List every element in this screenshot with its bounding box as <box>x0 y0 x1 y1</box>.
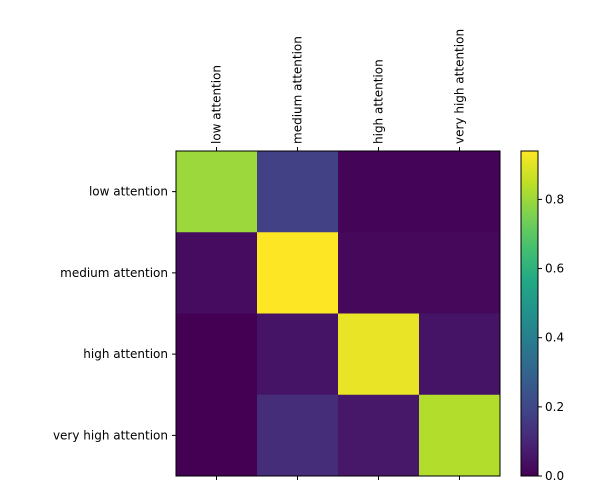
y-tick-label: low attention <box>89 185 168 199</box>
x-tick-label: high attention <box>372 59 386 144</box>
x-tick-label: medium attention <box>291 36 305 144</box>
colorbar-tick-label: 0.6 <box>545 262 564 276</box>
y-tick-label: medium attention <box>60 266 168 280</box>
heatmap-cell <box>176 232 258 314</box>
heatmap-cell <box>338 394 420 477</box>
colorbar-tick-label: 0.8 <box>545 192 564 206</box>
plot-frame <box>175 150 501 477</box>
heatmap-cell <box>257 151 339 233</box>
colorbar-tick-label: 0.4 <box>545 331 564 345</box>
heatmap-cell <box>176 151 258 233</box>
colorbar-gradient <box>521 151 538 476</box>
heatmap-cell <box>338 232 420 314</box>
heatmap-cell <box>257 313 339 396</box>
x-tick-label: very high attention <box>453 29 467 144</box>
colorbar-tick-label: 0.2 <box>545 400 564 414</box>
heatmap-cell <box>419 151 501 233</box>
colorbar-frame <box>520 150 539 477</box>
heatmap-cell <box>419 232 501 314</box>
heatmap-cell <box>338 313 420 396</box>
colorbar: 0.0 0.2 0.4 0.6 0.8 <box>520 150 564 483</box>
x-tick-label: low attention <box>210 65 224 144</box>
heatmap-cell <box>257 394 339 477</box>
heatmap-cells <box>176 151 501 477</box>
colorbar-tick-label: 0.0 <box>545 469 564 483</box>
heatmap-cell <box>176 394 258 477</box>
heatmap-cell <box>257 232 339 314</box>
y-tick-label: very high attention <box>53 428 168 442</box>
heatmap-cell <box>338 151 420 233</box>
x-axis-ticks: low attention medium attention high attent… <box>210 29 467 480</box>
heatmap-cell <box>419 394 501 477</box>
y-tick-label: high attention <box>83 347 168 361</box>
y-axis-ticks: low attention medium attention high attent… <box>53 185 176 442</box>
colorbar-ticks: 0.0 0.2 0.4 0.6 0.8 <box>538 192 564 483</box>
heatmap-cell <box>419 313 501 396</box>
heatmap-cell <box>176 313 258 396</box>
